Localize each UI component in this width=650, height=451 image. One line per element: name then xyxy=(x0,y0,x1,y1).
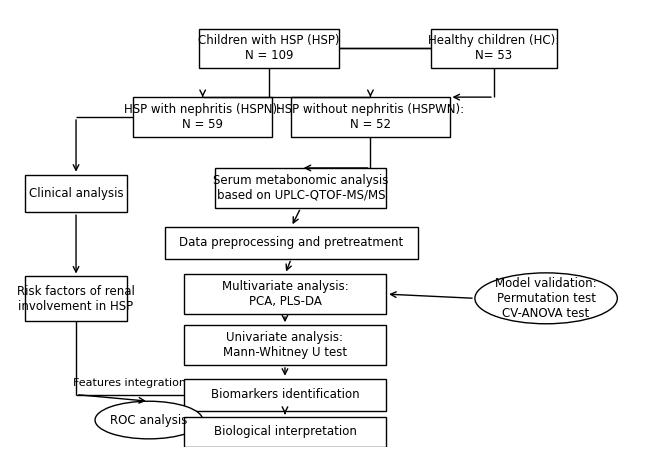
Ellipse shape xyxy=(475,273,618,324)
FancyBboxPatch shape xyxy=(215,168,386,208)
FancyBboxPatch shape xyxy=(164,227,418,259)
Text: Biomarkers identification: Biomarkers identification xyxy=(211,388,359,401)
Text: Children with HSP (HSP)
N = 109: Children with HSP (HSP) N = 109 xyxy=(198,34,340,62)
FancyBboxPatch shape xyxy=(133,97,272,137)
Text: Serum metabonomic analysis
based on UPLC-QTOF-MS/MS: Serum metabonomic analysis based on UPLC… xyxy=(213,174,389,202)
Text: ROC analysis: ROC analysis xyxy=(110,414,188,427)
Text: Multivariate analysis:
PCA, PLS-DA: Multivariate analysis: PCA, PLS-DA xyxy=(222,280,348,308)
Text: Biological interpretation: Biological interpretation xyxy=(214,425,356,438)
FancyBboxPatch shape xyxy=(291,97,450,137)
Text: Univariate analysis:
Mann-Whitney U test: Univariate analysis: Mann-Whitney U test xyxy=(223,331,347,359)
Text: HSP with nephritis (HSPN):
N = 59: HSP with nephritis (HSPN): N = 59 xyxy=(124,103,281,131)
FancyBboxPatch shape xyxy=(25,276,127,321)
Text: Model validation:
Permutation test
CV-ANOVA test: Model validation: Permutation test CV-AN… xyxy=(495,277,597,320)
FancyBboxPatch shape xyxy=(184,417,386,447)
FancyBboxPatch shape xyxy=(184,379,386,410)
FancyBboxPatch shape xyxy=(184,274,386,314)
Text: Clinical analysis: Clinical analysis xyxy=(29,187,124,200)
FancyBboxPatch shape xyxy=(25,175,127,212)
FancyBboxPatch shape xyxy=(200,28,339,69)
Text: Healthy children (HC):
N= 53: Healthy children (HC): N= 53 xyxy=(428,34,560,62)
Text: HSP without nephritis (HSPWN):
N = 52: HSP without nephritis (HSPWN): N = 52 xyxy=(276,103,465,131)
FancyBboxPatch shape xyxy=(430,28,557,69)
Text: Features integration: Features integration xyxy=(73,378,187,388)
Text: Data preprocessing and pretreatment: Data preprocessing and pretreatment xyxy=(179,236,404,249)
Ellipse shape xyxy=(95,401,203,439)
Text: Risk factors of renal
involvement in HSP: Risk factors of renal involvement in HSP xyxy=(17,285,135,313)
FancyBboxPatch shape xyxy=(184,325,386,365)
